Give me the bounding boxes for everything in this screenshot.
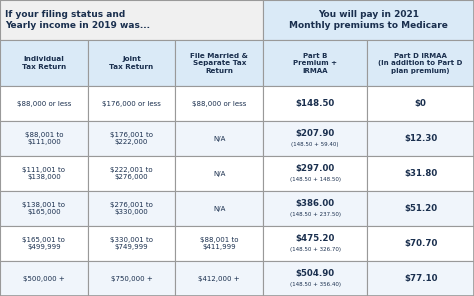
FancyBboxPatch shape xyxy=(263,121,367,156)
Text: $12.30: $12.30 xyxy=(404,134,438,143)
Text: (148.50 + 356.40): (148.50 + 356.40) xyxy=(290,282,341,287)
FancyBboxPatch shape xyxy=(367,121,474,156)
FancyBboxPatch shape xyxy=(0,40,88,86)
FancyBboxPatch shape xyxy=(175,121,263,156)
FancyBboxPatch shape xyxy=(88,261,175,296)
Text: Part D IRMAA
(In addition to Part D
plan premium): Part D IRMAA (In addition to Part D plan… xyxy=(378,52,463,73)
FancyBboxPatch shape xyxy=(175,191,263,226)
Text: $412,000 +: $412,000 + xyxy=(199,276,240,281)
Text: Part B
Premium +
IRMAA: Part B Premium + IRMAA xyxy=(293,52,337,73)
Text: $207.90: $207.90 xyxy=(296,129,335,138)
Text: $77.10: $77.10 xyxy=(404,274,438,283)
Text: $500,000 +: $500,000 + xyxy=(23,276,65,281)
Text: (148.50 + 326.70): (148.50 + 326.70) xyxy=(290,247,341,252)
Text: $31.80: $31.80 xyxy=(404,169,438,178)
Text: You will pay in 2021
Monthly premiums to Medicare: You will pay in 2021 Monthly premiums to… xyxy=(289,10,448,30)
FancyBboxPatch shape xyxy=(367,86,474,121)
Text: $88,000 or less: $88,000 or less xyxy=(192,101,246,107)
FancyBboxPatch shape xyxy=(263,40,367,86)
Text: File Married &
Separate Tax
Return: File Married & Separate Tax Return xyxy=(190,52,248,73)
Text: $750,000 +: $750,000 + xyxy=(110,276,153,281)
FancyBboxPatch shape xyxy=(175,156,263,191)
Text: (148.50 + 148.50): (148.50 + 148.50) xyxy=(290,177,341,182)
Text: $176,000 or less: $176,000 or less xyxy=(102,101,161,107)
Text: Individual
Tax Return: Individual Tax Return xyxy=(22,56,66,70)
FancyBboxPatch shape xyxy=(88,226,175,261)
Text: $222,001 to
$276,000: $222,001 to $276,000 xyxy=(110,167,153,180)
Text: $504.90: $504.90 xyxy=(296,269,335,278)
Text: N/A: N/A xyxy=(213,170,226,176)
FancyBboxPatch shape xyxy=(0,191,88,226)
Text: $297.00: $297.00 xyxy=(296,164,335,173)
Text: $88,000 or less: $88,000 or less xyxy=(17,101,71,107)
Text: Joint
Tax Return: Joint Tax Return xyxy=(109,56,154,70)
FancyBboxPatch shape xyxy=(88,86,175,121)
Text: $165,001 to
$499,999: $165,001 to $499,999 xyxy=(22,237,65,250)
Text: $330,001 to
$749,999: $330,001 to $749,999 xyxy=(110,237,153,250)
Text: $138,001 to
$165,000: $138,001 to $165,000 xyxy=(22,202,65,215)
FancyBboxPatch shape xyxy=(263,86,367,121)
FancyBboxPatch shape xyxy=(0,86,88,121)
FancyBboxPatch shape xyxy=(263,156,367,191)
FancyBboxPatch shape xyxy=(367,261,474,296)
FancyBboxPatch shape xyxy=(263,261,367,296)
FancyBboxPatch shape xyxy=(367,156,474,191)
FancyBboxPatch shape xyxy=(175,261,263,296)
FancyBboxPatch shape xyxy=(0,0,263,40)
FancyBboxPatch shape xyxy=(88,191,175,226)
FancyBboxPatch shape xyxy=(0,226,88,261)
FancyBboxPatch shape xyxy=(0,156,88,191)
FancyBboxPatch shape xyxy=(175,86,263,121)
FancyBboxPatch shape xyxy=(0,121,88,156)
Text: (148.50 + 59.40): (148.50 + 59.40) xyxy=(292,142,339,147)
FancyBboxPatch shape xyxy=(175,40,263,86)
Text: $51.20: $51.20 xyxy=(404,204,437,213)
Text: $475.20: $475.20 xyxy=(295,234,335,243)
FancyBboxPatch shape xyxy=(0,261,88,296)
Text: $111,001 to
$138,000: $111,001 to $138,000 xyxy=(22,167,65,180)
FancyBboxPatch shape xyxy=(263,191,367,226)
FancyBboxPatch shape xyxy=(88,40,175,86)
Text: $88,001 to
$411,999: $88,001 to $411,999 xyxy=(200,237,238,250)
FancyBboxPatch shape xyxy=(367,226,474,261)
FancyBboxPatch shape xyxy=(367,191,474,226)
FancyBboxPatch shape xyxy=(88,156,175,191)
Text: (148.50 + 237.50): (148.50 + 237.50) xyxy=(290,212,341,217)
FancyBboxPatch shape xyxy=(175,226,263,261)
Text: If your filing status and
Yearly income in 2019 was...: If your filing status and Yearly income … xyxy=(5,10,150,30)
Text: N/A: N/A xyxy=(213,136,226,141)
FancyBboxPatch shape xyxy=(263,226,367,261)
FancyBboxPatch shape xyxy=(367,40,474,86)
FancyBboxPatch shape xyxy=(263,0,474,40)
Text: $276,001 to
$330,000: $276,001 to $330,000 xyxy=(110,202,153,215)
FancyBboxPatch shape xyxy=(88,121,175,156)
Text: $0: $0 xyxy=(415,99,427,108)
Text: $176,001 to
$222,000: $176,001 to $222,000 xyxy=(110,132,153,145)
Text: N/A: N/A xyxy=(213,205,226,212)
Text: $148.50: $148.50 xyxy=(296,99,335,108)
Text: $386.00: $386.00 xyxy=(296,199,335,208)
Text: $70.70: $70.70 xyxy=(404,239,438,248)
Text: $88,001 to
$111,000: $88,001 to $111,000 xyxy=(25,132,63,145)
